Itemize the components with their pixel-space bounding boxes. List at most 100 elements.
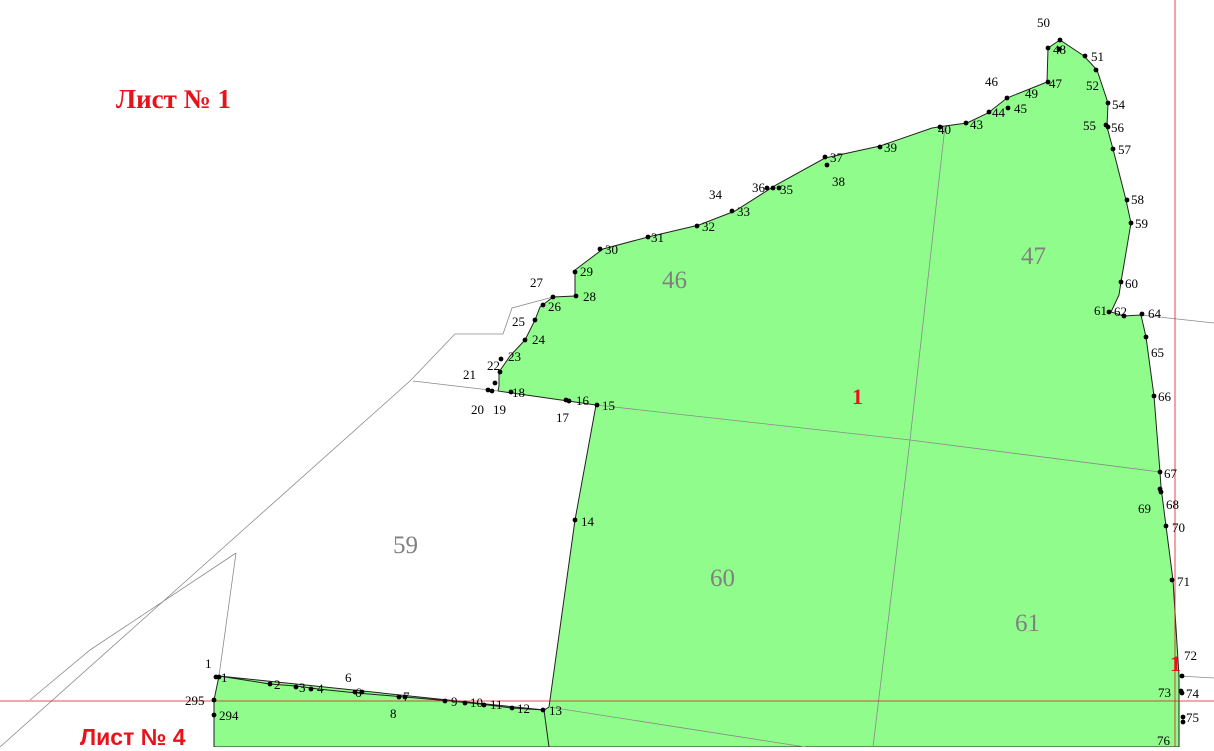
boundary-point: [485, 387, 491, 393]
boundary-point: [1004, 95, 1010, 101]
boundary-point: [963, 120, 969, 126]
point-label: 30: [605, 242, 618, 257]
boundary-point: [359, 689, 365, 695]
point-label: 67: [1164, 466, 1178, 481]
point-label: 66: [1158, 389, 1172, 404]
boundary-point: [402, 694, 408, 700]
point-label: 18: [512, 385, 525, 400]
boundary-point: [1143, 334, 1149, 340]
boundary-point: [937, 124, 943, 130]
plot-label-47: 47: [1021, 243, 1046, 270]
point-label: 23: [508, 349, 521, 364]
point-label: 50: [1037, 15, 1050, 30]
boundary-point: [293, 684, 299, 690]
boundary-point: [213, 674, 219, 680]
point-label: 59: [1135, 216, 1148, 231]
boundary-point: [352, 689, 358, 695]
point-label: 22: [487, 358, 500, 373]
boundary-point: [462, 700, 468, 706]
point-label: 45: [1014, 101, 1027, 116]
point-label: 1: [221, 670, 228, 685]
point-label: 68: [1166, 497, 1179, 512]
point-label: 16: [576, 393, 590, 408]
boundary-point: [1158, 489, 1164, 495]
plot-label-60: 60: [710, 565, 735, 592]
point-label: 1: [205, 656, 212, 671]
point-label: 46: [985, 74, 999, 89]
point-label: 15: [602, 398, 615, 413]
boundary-point: [550, 294, 556, 300]
point-label: 55: [1083, 118, 1096, 133]
boundary-point: [1139, 311, 1145, 317]
point-label: 61: [1094, 303, 1107, 318]
boundary-point: [729, 208, 735, 214]
zone-label-main: 1: [852, 384, 863, 409]
point-label: 48: [1053, 42, 1066, 57]
point-label: 76: [1157, 733, 1171, 747]
boundary-point: [396, 694, 402, 700]
point-label: 13: [549, 703, 562, 718]
point-label: 8: [390, 706, 397, 721]
boundary-point: [986, 109, 992, 115]
boundary-point: [1179, 673, 1185, 679]
point-label: 38: [832, 174, 845, 189]
boundary-point: [764, 185, 770, 191]
point-label: 9: [451, 694, 458, 709]
point-label: 49: [1025, 86, 1038, 101]
point-label: 10: [470, 695, 483, 710]
boundary-point: [498, 356, 504, 362]
boundary-point: [824, 162, 830, 168]
plot-label-61: 61: [1015, 610, 1040, 637]
point-label: 56: [1111, 120, 1125, 135]
point-label: 27: [530, 275, 544, 290]
point-label: 294: [219, 708, 239, 723]
boundary-point: [1118, 279, 1124, 285]
boundary-point: [597, 246, 603, 252]
boundary-point: [1163, 523, 1169, 529]
point-label: 17: [556, 410, 570, 425]
point-label: 3: [299, 680, 306, 695]
parcel-boundaries: [0, 125, 1214, 747]
point-label: 58: [1131, 192, 1144, 207]
point-label: 20: [471, 402, 484, 417]
point-label: 35: [780, 182, 793, 197]
point-label: 4: [317, 681, 324, 696]
boundary-point: [776, 185, 782, 191]
boundary-point: [1151, 393, 1157, 399]
point-label: 11: [490, 697, 503, 712]
boundary-point: [1056, 46, 1062, 52]
boundary-points: 1234667891011121314151617181920212223242…: [185, 15, 1200, 747]
boundary-point: [497, 369, 503, 375]
boundary-point: [1093, 67, 1099, 73]
boundary-point: [1180, 719, 1186, 725]
point-label: 52: [1086, 78, 1099, 93]
point-label: 47: [1049, 76, 1063, 91]
point-label: 29: [580, 264, 593, 279]
point-label: 74: [1186, 686, 1200, 701]
boundary-point: [267, 681, 273, 687]
boundary-point: [573, 293, 579, 299]
boundary-point: [508, 389, 514, 395]
boundary-point: [1169, 577, 1175, 583]
boundary-point: [1179, 690, 1185, 696]
boundary-point: [492, 380, 498, 386]
point-label: 62: [1114, 304, 1127, 319]
point-label: 40: [938, 122, 951, 137]
point-label: 26: [548, 299, 562, 314]
point-label: 34: [709, 187, 723, 202]
point-label: 57: [1118, 142, 1132, 157]
point-label: 44: [992, 105, 1006, 120]
boundary-point: [566, 398, 572, 404]
boundary-point: [1110, 146, 1116, 152]
point-label: 39: [884, 140, 897, 155]
boundary-point: [877, 144, 883, 150]
sheet-label-1: Лист № 1: [116, 84, 232, 114]
point-label: 25: [512, 314, 525, 329]
boundary-point: [481, 702, 487, 708]
point-label: 12: [517, 701, 530, 716]
point-label: 19: [493, 402, 506, 417]
boundary-point: [308, 686, 314, 692]
point-label: 36: [752, 180, 766, 195]
